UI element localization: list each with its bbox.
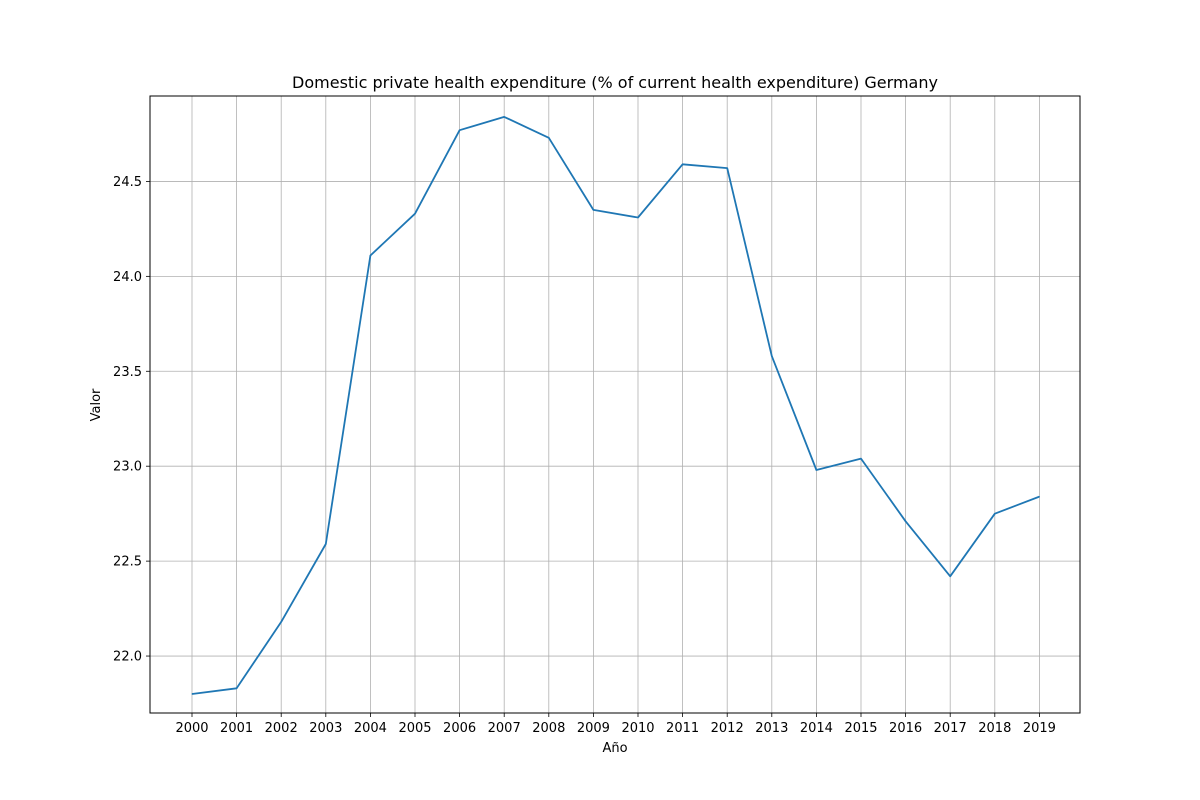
y-tick-label: 22.5 (113, 555, 142, 570)
x-tick-label: 2013 (755, 721, 788, 736)
data-point (414, 213, 416, 215)
x-tick-label: 2019 (1023, 721, 1056, 736)
x-tick-label: 2017 (934, 721, 967, 736)
y-tick-label: 24.5 (113, 175, 142, 190)
tick-layer: 2000 2001 2002 2003 2004 2005 2006 2007 2008 2009… (113, 175, 1056, 736)
series-layer (191, 116, 1040, 695)
y-axis-label: Valor (89, 388, 104, 421)
plot-frame (149, 95, 1081, 714)
x-tick-label: 2001 (220, 721, 253, 736)
x-tick-label: 2012 (711, 721, 744, 736)
data-point (503, 116, 505, 118)
x-tick-label: 2005 (398, 721, 431, 736)
x-tick-label: 2010 (621, 721, 654, 736)
x-tick-label: 2018 (978, 721, 1011, 736)
x-axis-label: Año (602, 741, 627, 756)
data-point (191, 693, 193, 695)
data-point (771, 355, 773, 357)
x-tick-label: 2014 (800, 721, 833, 736)
y-tick-label: 23.5 (113, 365, 142, 380)
data-point (459, 129, 461, 131)
data-point (994, 513, 996, 515)
x-tick-label: 2016 (889, 721, 922, 736)
y-tick-label: 24.0 (113, 270, 142, 285)
grid-layer (150, 96, 1080, 713)
x-tick-label: 2004 (354, 721, 387, 736)
x-tick-label: 2008 (532, 721, 565, 736)
x-tick-label: 2000 (175, 721, 208, 736)
x-tick-label: 2006 (443, 721, 476, 736)
y-tick-label: 23.0 (113, 460, 142, 475)
data-point (280, 621, 282, 623)
x-tick-label: 2003 (309, 721, 342, 736)
data-point (860, 458, 862, 460)
x-tick-label: 2011 (666, 721, 699, 736)
x-tick-label: 2002 (265, 721, 298, 736)
data-point (592, 209, 594, 211)
data-point (726, 167, 728, 169)
y-tick-label: 22.0 (113, 650, 142, 665)
x-tick-label: 2009 (577, 721, 610, 736)
data-point (369, 254, 371, 256)
data-point (682, 163, 684, 165)
data-point (236, 687, 238, 689)
chart-title: Domestic private health expenditure (% o… (292, 73, 938, 92)
data-point (949, 575, 951, 577)
x-tick-label: 2015 (844, 721, 877, 736)
data-point (1038, 496, 1040, 498)
x-tick-label: 2007 (488, 721, 521, 736)
data-point (325, 543, 327, 545)
data-point (637, 217, 639, 219)
series-line (191, 116, 1040, 695)
data-point (815, 469, 817, 471)
data-point (905, 520, 907, 522)
data-point (548, 137, 550, 139)
